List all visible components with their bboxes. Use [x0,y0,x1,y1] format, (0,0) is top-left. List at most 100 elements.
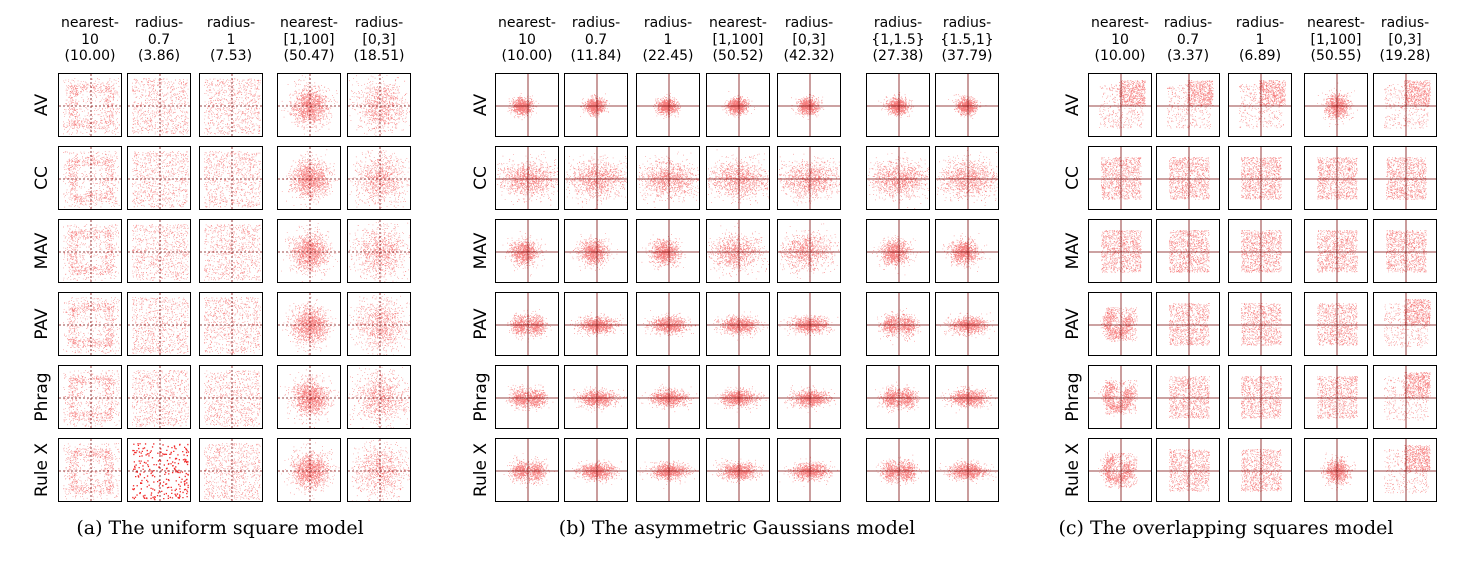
axis-crosshair [59,74,121,136]
point-cloud [1094,377,1138,417]
scatter-plot [778,293,840,355]
scatter-cell [199,292,263,356]
scatter-plot [565,366,627,428]
scatter-cell [1304,365,1368,429]
scatter-cell [1304,146,1368,210]
scatter-cell [636,73,700,137]
axis-crosshair [278,439,340,501]
scatter-cell [127,73,191,137]
axis-crosshair [128,220,190,282]
axis-crosshair [200,439,262,501]
scatter-plot [867,147,929,209]
scatter-cell [1304,73,1368,137]
scatter-plot [707,147,769,209]
axis-crosshair [348,220,410,282]
scatter-plot [637,366,699,428]
axis-crosshair [1305,74,1367,136]
axis-crosshair [59,366,121,428]
scatter-cell [866,365,930,429]
scatter-plot [637,220,699,282]
scatter-plot [1089,366,1151,428]
point-cloud [1241,230,1282,273]
point-cloud [204,370,261,427]
axis-crosshair [707,439,769,501]
scatter-cell [1373,146,1437,210]
scatter-plot [867,439,929,501]
scatter-cell [866,438,930,502]
scatter-plot [348,147,410,209]
scatter-cell [564,292,628,356]
point-cloud [714,386,767,413]
scatter-cell [1228,438,1292,502]
scatter-plot [59,220,121,282]
scatter-plot [867,74,929,136]
scatter-plot [936,74,998,136]
scatter-plot [936,147,998,209]
axis-crosshair [1374,74,1436,136]
point-cloud [937,150,998,206]
point-cloud [570,312,627,337]
scatter-plot [1374,293,1436,355]
axis-crosshair [1229,147,1291,209]
scatter-cell [1373,219,1437,283]
scatter-cell [199,219,263,283]
scatter-cell [777,146,841,210]
axis-crosshair [128,439,190,501]
axis-crosshair [778,366,840,428]
scatter-plot [1089,147,1151,209]
scatter-cell [199,73,263,137]
scatter-cell [127,219,191,283]
scatter-plot [348,293,410,355]
scatter-plot [1089,220,1151,282]
axis-crosshair [1157,74,1219,136]
column-header: nearest- 10 (10.00) [498,15,556,64]
scatter-plot [1157,293,1219,355]
scatter-cell [706,146,770,210]
axis-crosshair [1305,366,1367,428]
scatter-plot [496,439,558,501]
axis-crosshair [1229,74,1291,136]
point-cloud [1317,82,1358,127]
axis-crosshair [1089,220,1151,282]
scatter-cell [1373,365,1437,429]
point-cloud [1099,80,1146,129]
axis-crosshair [496,439,558,501]
scatter-plot [778,366,840,428]
axis-crosshair [278,74,340,136]
point-cloud [204,78,261,135]
axis-crosshair [1229,293,1291,355]
scatter-cell [495,292,559,356]
scatter-cell [1088,292,1152,356]
scatter-cell [1373,438,1437,502]
point-cloud [1239,80,1286,129]
scatter-plot [128,366,190,428]
scatter-cell [1228,219,1292,283]
point-cloud [948,94,987,119]
axis-crosshair [637,439,699,501]
point-cloud [641,234,686,271]
axis-crosshair [637,74,699,136]
point-cloud [349,367,410,428]
scatter-plot [707,220,769,282]
point-cloud [708,149,769,205]
scatter-cell [1304,292,1368,356]
point-cloud [63,224,119,281]
column-header: radius- 0.7 (3.37) [1163,15,1213,64]
axis-crosshair [565,293,627,355]
scatter-cell [1156,146,1220,210]
scatter-plot [348,74,410,136]
scatter-cell [777,292,841,356]
scatter-cell [199,365,263,429]
scatter-plot [707,439,769,501]
scatter-plot [1374,439,1436,501]
axis-crosshair [348,74,410,136]
scatter-plot [1157,220,1219,282]
point-cloud [1167,80,1214,129]
scatter-plot [278,220,340,282]
scatter-cell [636,365,700,429]
scatter-cell [495,146,559,210]
axis-crosshair [59,439,121,501]
axis-crosshair [1157,220,1219,282]
scatter-cell [1304,438,1368,502]
column-header: nearest- 10 (10.00) [1091,15,1149,64]
